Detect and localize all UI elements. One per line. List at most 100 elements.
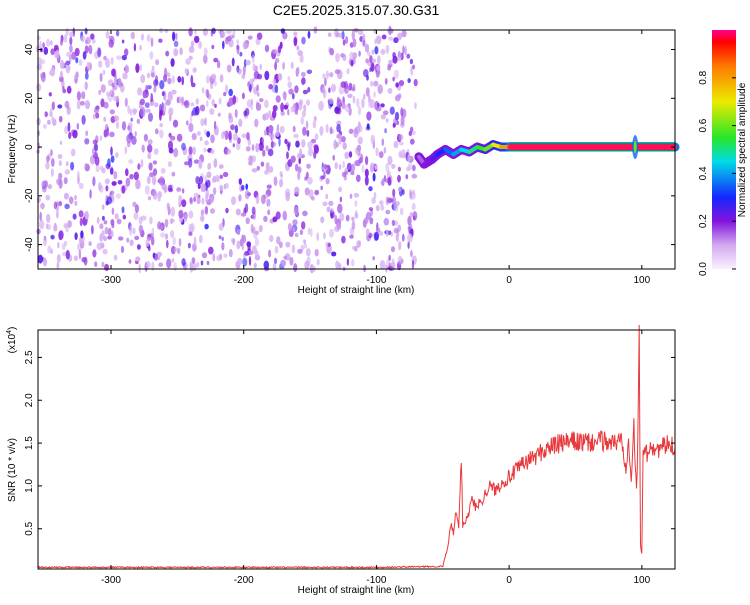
noise-cell xyxy=(110,155,115,163)
noise-cell xyxy=(176,187,182,192)
noise-cell xyxy=(57,104,63,109)
noise-cell xyxy=(354,160,360,167)
noise-cell xyxy=(395,82,399,88)
noise-cell xyxy=(91,38,96,44)
noise-cell xyxy=(397,93,402,99)
noise-cell xyxy=(98,60,103,68)
noise-cell xyxy=(36,117,41,126)
noise-cell xyxy=(292,125,296,133)
noise-cell xyxy=(279,241,283,249)
x-tick-label: 0 xyxy=(506,575,512,586)
spectrogram-y-ticks: -40 -20 0 20 40 xyxy=(24,44,675,252)
noise-cell xyxy=(129,225,133,236)
noise-cell xyxy=(168,140,173,151)
noise-cell xyxy=(100,84,106,93)
noise-cell xyxy=(381,138,385,147)
noise-cell xyxy=(57,154,63,159)
noise-cell xyxy=(96,242,103,251)
noise-cell xyxy=(205,89,210,97)
noise-cell xyxy=(237,257,243,265)
noise-cell xyxy=(210,149,215,154)
snr-frame xyxy=(37,329,676,570)
y-tick-label: 0 xyxy=(24,144,35,150)
noise-cell xyxy=(94,156,100,166)
noise-cell xyxy=(147,196,152,201)
noise-cell xyxy=(413,78,418,87)
noise-cell xyxy=(371,197,376,204)
noise-cell xyxy=(37,254,44,264)
noise-cell xyxy=(393,140,399,149)
noise-cell xyxy=(204,223,209,230)
noise-cell xyxy=(385,162,390,173)
noise-cell xyxy=(103,220,108,225)
noise-cell xyxy=(316,232,320,242)
noise-cell xyxy=(158,38,163,43)
noise-cell xyxy=(152,168,158,176)
noise-cell xyxy=(303,243,307,249)
noise-cell xyxy=(55,49,60,59)
noise-cell xyxy=(56,254,61,263)
noise-cell xyxy=(74,232,78,240)
y-tick-label: -20 xyxy=(24,188,35,203)
noise-cell xyxy=(140,108,146,118)
noise-cell xyxy=(351,220,356,230)
noise-cell xyxy=(151,65,155,71)
noise-cell xyxy=(117,180,123,185)
noise-cell xyxy=(223,253,228,258)
noise-cell xyxy=(277,45,282,54)
noise-cell xyxy=(376,35,382,45)
noise-cell xyxy=(358,50,361,57)
noise-cell xyxy=(151,227,155,235)
noise-cell xyxy=(146,176,151,185)
noise-cell xyxy=(342,39,346,46)
noise-cell xyxy=(238,178,242,185)
noise-cell xyxy=(352,245,356,250)
noise-cell xyxy=(310,227,313,238)
noise-cell xyxy=(382,110,389,116)
noise-cell xyxy=(236,45,240,55)
noise-cell xyxy=(268,124,274,133)
noise-cell xyxy=(156,251,163,257)
noise-cell xyxy=(404,46,407,56)
noise-cell xyxy=(184,161,190,166)
noise-cell xyxy=(232,133,238,141)
noise-cell xyxy=(149,216,153,225)
noise-cell xyxy=(210,196,214,204)
noise-cell xyxy=(84,27,88,35)
noise-cell xyxy=(384,128,387,134)
noise-cell xyxy=(134,235,140,241)
spectrogram-y-label: Frequency (Hz) xyxy=(7,115,18,184)
noise-cell xyxy=(390,198,394,203)
noise-cell xyxy=(178,238,182,247)
noise-cell xyxy=(132,227,136,235)
noise-cell xyxy=(302,89,308,95)
noise-cell xyxy=(195,98,199,105)
noise-cell xyxy=(95,112,100,119)
noise-cell xyxy=(284,138,288,145)
noise-cell xyxy=(50,48,55,55)
noise-cell xyxy=(231,57,235,67)
noise-cell xyxy=(246,192,252,197)
noise-cell xyxy=(307,147,314,157)
noise-cell xyxy=(84,210,89,220)
noise-cell xyxy=(181,76,184,86)
noise-cell xyxy=(290,155,296,163)
noise-cell xyxy=(173,40,179,48)
noise-cell xyxy=(275,58,280,63)
noise-cell xyxy=(188,231,193,236)
noise-cell xyxy=(313,116,317,122)
noise-cell xyxy=(104,226,109,235)
noise-cell xyxy=(140,33,145,41)
noise-cell xyxy=(152,175,157,186)
noise-cell xyxy=(154,102,159,108)
noise-cell xyxy=(278,137,281,147)
noise-cell xyxy=(78,182,84,190)
noise-cell xyxy=(96,216,100,224)
noise-cell xyxy=(205,193,209,204)
noise-cell xyxy=(364,176,369,186)
noise-cell xyxy=(195,176,200,185)
noise-cell xyxy=(365,87,370,97)
snr-scale-note: (x104) xyxy=(6,327,18,354)
noise-cell xyxy=(387,65,391,71)
noise-cell xyxy=(220,30,226,39)
